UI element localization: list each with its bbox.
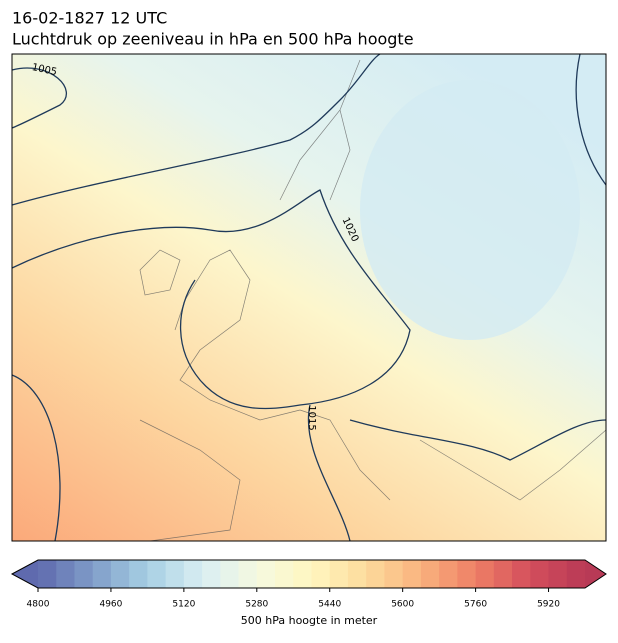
colorbar-tick-label: 5920 xyxy=(537,600,560,610)
colorbar-swatch xyxy=(530,560,550,588)
colorbar-swatch xyxy=(311,560,331,588)
colorbar-swatch xyxy=(129,560,148,588)
contour-label: 1015 xyxy=(306,405,317,430)
colorbar-swatch xyxy=(183,560,203,588)
colorbar-swatch xyxy=(420,560,440,588)
colorbar-swatch xyxy=(566,560,586,588)
colorbar-swatch xyxy=(256,560,276,588)
colorbar-swatch xyxy=(457,560,477,588)
title: 16-02-1827 12 UTC xyxy=(12,9,167,28)
colorbar-swatch xyxy=(56,560,75,588)
colorbar-swatch xyxy=(384,560,404,588)
colorbar-swatch xyxy=(402,560,422,588)
colorbar-swatch xyxy=(366,560,385,588)
subtitle: Luchtdruk op zeeniveau in hPa en 500 hPa… xyxy=(12,30,414,49)
colorbar-swatch xyxy=(493,560,513,588)
colorbar-swatch xyxy=(439,560,458,588)
colorbar-swatch xyxy=(220,560,240,588)
colorbar-tick-label: 5120 xyxy=(172,600,195,610)
colorbar-tick-label: 4960 xyxy=(99,600,122,610)
colorbar-swatch xyxy=(512,560,531,588)
colorbar-tick-label: 5760 xyxy=(464,600,487,610)
colorbar-swatch xyxy=(238,560,258,588)
map: 1005 1020 1015 xyxy=(11,53,607,542)
colorbar-swatch xyxy=(475,560,495,588)
colorbar-swatch xyxy=(347,560,367,588)
colorbar-swatch xyxy=(74,560,94,588)
colorbar-swatch xyxy=(548,560,568,588)
colorbar: 4800 4960 5120 5280 5440 5600 5760 5920 xyxy=(10,559,607,610)
colorbar-label: 500 hPa hoogte in meter xyxy=(241,614,378,627)
colorbar-swatch xyxy=(92,560,112,588)
colorbar-extend-low xyxy=(12,560,38,588)
colorbar-tick-label: 5440 xyxy=(318,600,341,610)
colorbar-swatch xyxy=(165,560,185,588)
colorbar-tick-label: 5600 xyxy=(391,600,414,610)
colorbar-swatch xyxy=(293,560,312,588)
colorbar-swatch xyxy=(329,560,349,588)
contour-label: 1005 xyxy=(31,62,58,78)
colorbar-extend-high xyxy=(585,560,606,588)
colorbar-swatch xyxy=(147,560,167,588)
colorbar-tick-label: 4800 xyxy=(27,600,50,610)
colorbar-swatch xyxy=(202,560,221,588)
colorbar-swatch xyxy=(110,560,130,588)
colorbar-tick-label: 5280 xyxy=(245,600,268,610)
colorbar-swatch xyxy=(275,560,294,588)
colorbar-swatch xyxy=(38,560,57,588)
